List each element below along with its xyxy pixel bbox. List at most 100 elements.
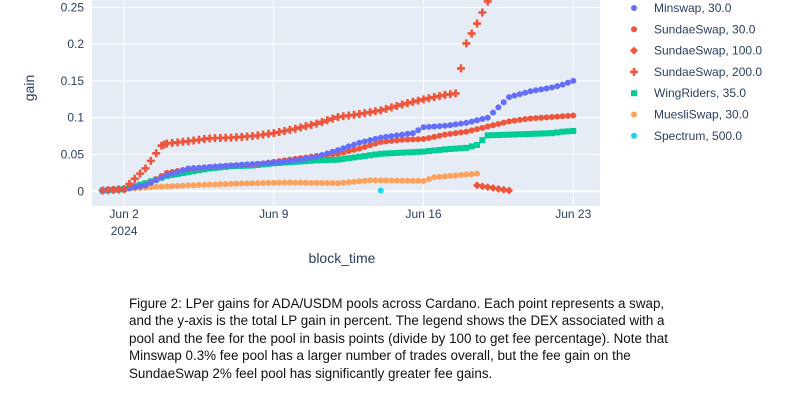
legend-item[interactable]: SundaeSwap, 100.0 xyxy=(630,44,762,58)
data-point xyxy=(264,129,273,138)
y-tick-label: 0.05 xyxy=(61,148,85,162)
data-point xyxy=(441,146,448,153)
data-point xyxy=(185,182,192,189)
data-point xyxy=(131,184,138,191)
data-point xyxy=(532,87,539,94)
data-point xyxy=(318,152,325,159)
data-point xyxy=(376,106,385,115)
data-point xyxy=(420,124,427,131)
data-point xyxy=(387,103,396,112)
data-point xyxy=(361,177,368,184)
data-point xyxy=(415,148,422,155)
data-point xyxy=(179,182,186,189)
data-point xyxy=(344,111,353,120)
legend-marker xyxy=(631,132,637,139)
data-point xyxy=(456,64,465,73)
data-point xyxy=(538,130,545,137)
legend-item[interactable]: SundaeSwap, 200.0 xyxy=(630,65,762,79)
data-point xyxy=(570,112,577,119)
data-point xyxy=(473,181,482,190)
figure-caption: Figure 2: LPer gains for ADA/USDM pools … xyxy=(129,296,668,381)
data-point xyxy=(286,157,293,164)
data-point xyxy=(308,154,315,161)
data-point xyxy=(538,114,545,121)
legend-label: Minswap, 30.0 xyxy=(654,1,732,15)
data-point xyxy=(522,116,529,123)
data-point xyxy=(333,112,342,121)
legend-marker xyxy=(631,111,637,118)
data-point xyxy=(388,133,395,140)
data-point xyxy=(511,131,518,138)
x-tick-label: Jun 23 xyxy=(555,207,591,221)
data-point xyxy=(163,172,170,179)
data-point xyxy=(383,150,390,157)
data-point xyxy=(399,149,406,156)
data-point xyxy=(474,170,481,177)
data-point xyxy=(200,135,209,144)
data-point xyxy=(457,145,464,152)
data-point xyxy=(527,130,534,137)
data-point xyxy=(351,146,358,153)
data-point xyxy=(527,115,534,122)
data-point xyxy=(408,97,417,106)
data-point xyxy=(559,128,566,135)
data-point xyxy=(435,92,444,101)
data-point xyxy=(265,159,272,166)
data-point xyxy=(206,181,213,188)
y-tick-label: 0.15 xyxy=(61,74,85,88)
data-point xyxy=(419,95,428,104)
legend-marker xyxy=(630,46,638,55)
data-point xyxy=(559,113,566,120)
data-point xyxy=(222,162,229,169)
data-point xyxy=(409,130,416,137)
legend-item[interactable]: WingRiders, 35.0 xyxy=(631,86,746,100)
data-point xyxy=(233,162,240,169)
legend-item[interactable]: Spectrum, 500.0 xyxy=(631,129,742,143)
data-points xyxy=(98,0,577,195)
data-point xyxy=(189,136,198,145)
data-point xyxy=(511,117,518,124)
data-point xyxy=(285,125,294,134)
legend-item[interactable]: SundaeSwap, 30.0 xyxy=(631,22,756,36)
data-point xyxy=(308,179,315,186)
data-point xyxy=(323,116,332,125)
data-point xyxy=(248,132,257,141)
data-point xyxy=(301,122,310,131)
data-point xyxy=(393,149,400,156)
data-point xyxy=(280,126,289,135)
legend-item[interactable]: Minswap, 30.0 xyxy=(631,1,732,15)
data-point xyxy=(398,100,407,109)
data-point xyxy=(393,137,400,144)
data-point xyxy=(254,160,261,167)
data-point xyxy=(564,128,571,135)
data-point xyxy=(329,148,336,155)
data-point xyxy=(98,186,107,195)
data-point xyxy=(399,136,406,143)
data-point xyxy=(367,142,374,149)
data-point xyxy=(254,180,261,187)
data-point xyxy=(206,164,213,171)
data-point xyxy=(276,179,283,186)
data-point xyxy=(260,160,267,167)
data-point xyxy=(345,155,352,162)
y-tick-label: 0.2 xyxy=(67,37,84,51)
data-point xyxy=(205,134,214,143)
data-point xyxy=(570,77,577,84)
data-point xyxy=(281,179,288,186)
data-point xyxy=(178,137,187,146)
data-point xyxy=(404,136,411,143)
data-point xyxy=(142,182,149,189)
data-point xyxy=(179,167,186,174)
data-point xyxy=(383,177,390,184)
data-point xyxy=(499,185,508,194)
y-tick-label: 0.25 xyxy=(61,0,85,14)
data-point xyxy=(259,130,268,139)
data-point xyxy=(522,89,529,96)
data-point xyxy=(125,179,134,188)
legend-item[interactable]: MuesliSwap, 30.0 xyxy=(631,108,749,122)
data-point xyxy=(351,154,358,161)
data-point xyxy=(447,122,454,129)
data-point xyxy=(447,130,454,137)
data-point xyxy=(506,118,513,125)
data-point xyxy=(484,132,491,139)
